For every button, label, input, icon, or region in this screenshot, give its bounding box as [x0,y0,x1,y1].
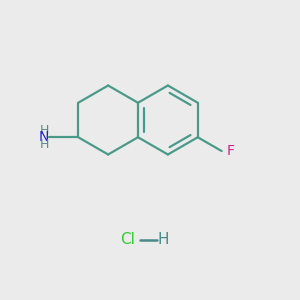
Text: H: H [40,124,49,137]
Text: H: H [40,138,49,151]
Text: Cl: Cl [120,232,135,247]
Text: H: H [158,232,169,247]
Text: F: F [226,144,235,158]
Text: N: N [38,130,49,144]
